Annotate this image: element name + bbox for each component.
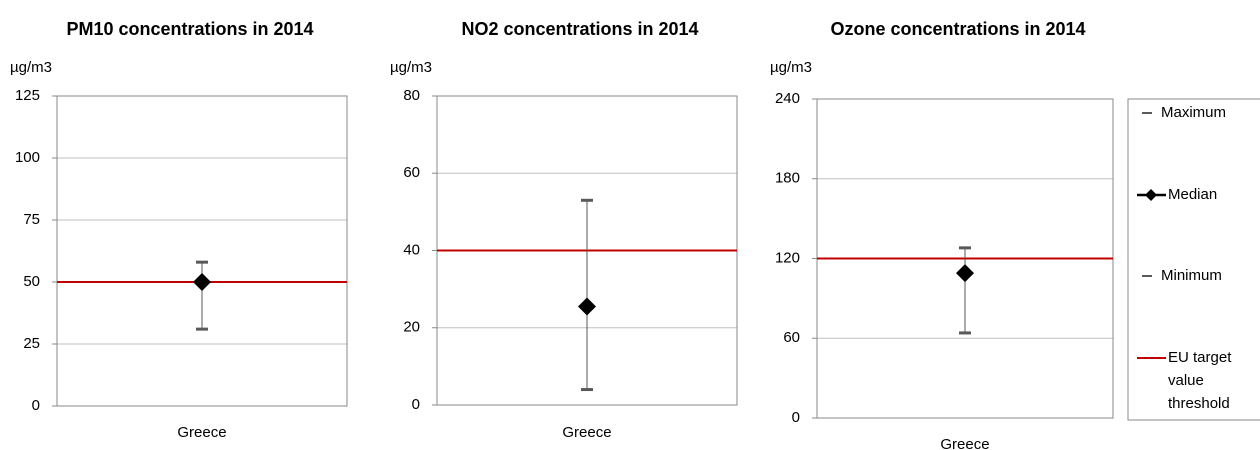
y-tick-label: 120: [775, 249, 800, 266]
y-tick-label: 60: [783, 329, 800, 346]
median-marker: [578, 297, 596, 316]
y-tick-label: 50: [23, 273, 40, 290]
x-tick-label: Greece: [177, 424, 226, 441]
y-tick-label: 125: [15, 87, 40, 104]
y-tick-label: 20: [403, 319, 420, 336]
y-tick-label: 240: [775, 90, 800, 107]
y-tick-label: 40: [403, 241, 420, 258]
chart-title: PM10 concentrations in 2014: [66, 19, 313, 39]
legend-label: Median: [1168, 186, 1217, 203]
plot-border: [56, 95, 348, 407]
y-tick-label: 80: [403, 87, 420, 104]
y-tick-label: 0: [412, 396, 420, 413]
legend-swatch: [1145, 189, 1157, 201]
legend-label: Maximum: [1161, 104, 1226, 121]
y-tick-label: 100: [15, 149, 40, 166]
y-tick-label: 60: [403, 164, 420, 181]
chart-title: NO2 concentrations in 2014: [461, 19, 698, 39]
y-tick-label: 75: [23, 211, 40, 228]
median-marker: [193, 273, 211, 291]
y-tick-label: 0: [792, 409, 800, 426]
x-tick-label: Greece: [562, 424, 611, 441]
median-marker: [956, 264, 974, 283]
chart-title: Ozone concentrations in 2014: [830, 19, 1085, 39]
y-axis-label: µg/m3: [390, 59, 432, 76]
legend-label: Minimum: [1161, 267, 1222, 284]
legend-label: EU target value threshold: [1168, 349, 1232, 412]
y-axis-label: µg/m3: [10, 59, 52, 76]
y-tick-label: 0: [32, 397, 40, 414]
y-tick-label: 25: [23, 335, 40, 352]
x-tick-label: Greece: [940, 436, 989, 450]
legend-box: [1127, 98, 1260, 421]
y-axis-label: µg/m3: [770, 59, 812, 76]
y-tick-label: 180: [775, 170, 800, 187]
